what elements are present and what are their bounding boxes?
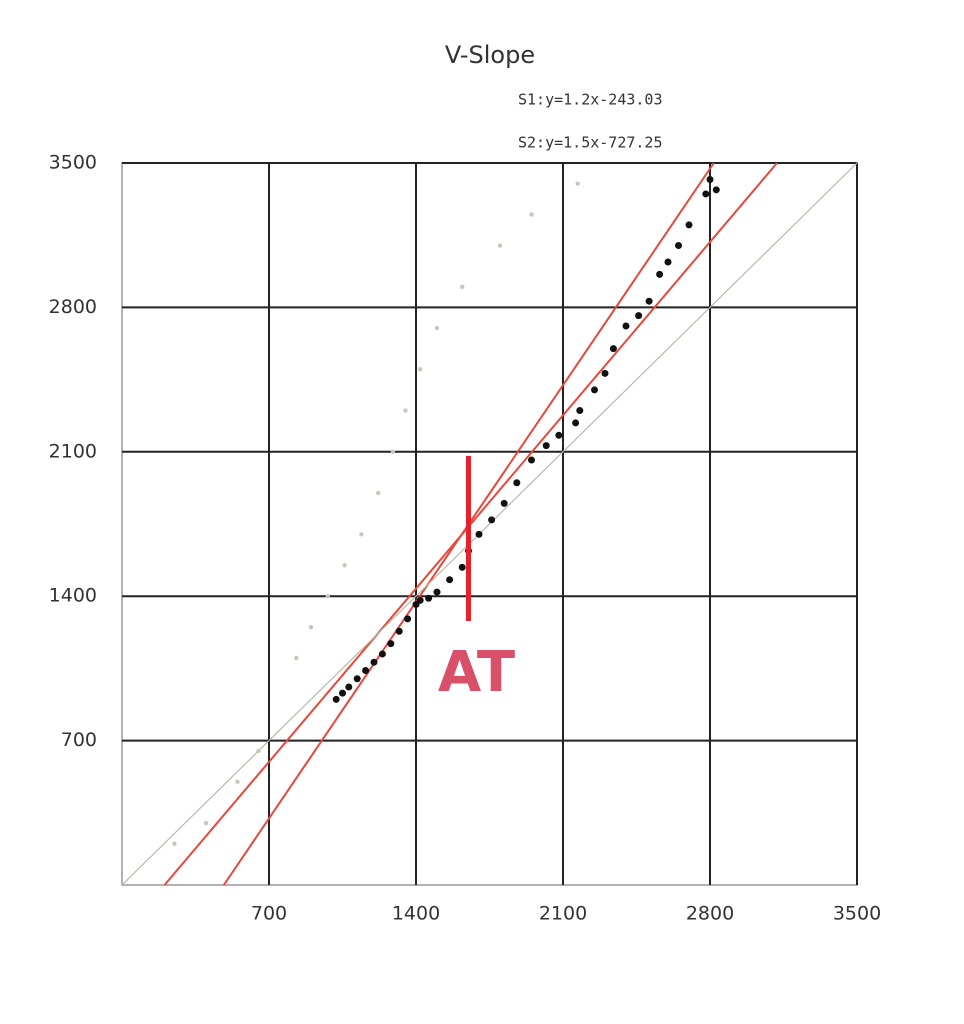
point (387, 640, 395, 648)
point (555, 431, 563, 439)
point (376, 490, 381, 496)
point (497, 243, 503, 248)
at-label: AT (438, 640, 515, 705)
point (706, 176, 714, 184)
point (645, 297, 653, 305)
point (601, 369, 609, 377)
y-tick-label: 1400 (49, 585, 97, 607)
point (362, 666, 370, 674)
equation: S1:y=1.2x-243.03 (518, 91, 663, 109)
point (675, 242, 682, 250)
point (702, 190, 710, 198)
point (425, 594, 433, 602)
x-tick-label: 1400 (392, 903, 440, 925)
point (332, 695, 340, 703)
point (339, 689, 346, 697)
point (433, 588, 441, 596)
y-tick-label: 700 (61, 729, 97, 751)
point (685, 221, 693, 229)
point (345, 683, 353, 691)
x-tick-label: 700 (251, 903, 287, 925)
point (576, 407, 584, 415)
point (353, 675, 361, 683)
y-tick-label: 3500 (49, 152, 97, 174)
point (542, 442, 550, 450)
point (256, 748, 261, 754)
point (635, 312, 643, 320)
point (591, 386, 598, 394)
point (308, 624, 314, 630)
point (235, 779, 240, 785)
x-tick-label: 2100 (539, 903, 587, 925)
equation: S2:y=1.5x-727.25 (518, 134, 663, 152)
point (458, 563, 466, 571)
point (656, 270, 664, 278)
point (378, 650, 386, 658)
point (475, 530, 483, 538)
point (342, 563, 347, 568)
point (370, 658, 378, 666)
y-tick-label: 2800 (49, 296, 97, 318)
point (460, 284, 465, 289)
point (434, 325, 440, 331)
point (500, 499, 508, 507)
point (325, 594, 330, 599)
x-tick-label: 3500 (833, 903, 881, 925)
point (513, 479, 521, 487)
point (664, 258, 672, 266)
point (403, 408, 408, 413)
point (488, 516, 496, 524)
point (575, 181, 580, 186)
point (404, 615, 412, 623)
chart-title: V-Slope (445, 41, 535, 69)
point (395, 627, 403, 635)
point (529, 212, 534, 217)
point (622, 322, 630, 330)
point (446, 576, 454, 584)
fit-line (121, 162, 858, 886)
point (609, 345, 617, 353)
point (359, 532, 364, 537)
point (294, 655, 299, 661)
point (390, 449, 396, 454)
x-tick-label: 2800 (686, 903, 734, 925)
y-tick-label: 2100 (49, 440, 97, 462)
point (203, 820, 209, 826)
point (528, 456, 535, 464)
point (712, 186, 720, 194)
point (572, 419, 580, 427)
point (172, 841, 177, 846)
point (416, 596, 424, 604)
point (418, 367, 423, 372)
